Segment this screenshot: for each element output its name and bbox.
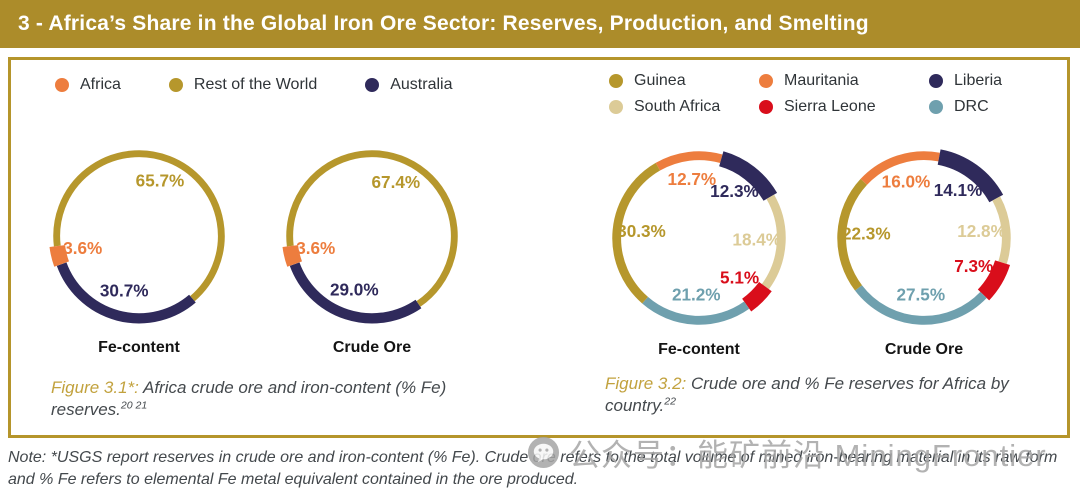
donut-chart-svg: 12.7%12.3% 18.4% 5.1%21.2% 30.3%	[612, 151, 786, 325]
donut-chart-svg: 65.7% 30.7% 3.6%	[49, 150, 225, 324]
panel-figure-3-2: Guinea Mauritania Liberia South Africa Sierr…	[589, 60, 1067, 435]
donut-segment-mauritania	[860, 151, 940, 185]
donut-value-label: 12.3%	[710, 181, 759, 201]
donut-value-label: 12.7%	[668, 169, 717, 189]
legend-item-guinea: Guinea	[609, 72, 759, 90]
donut-segment-drc	[854, 285, 987, 325]
donut-fe-content-global: 65.7% 30.7% 3.6% Fe-content	[41, 138, 237, 357]
donut-fe-content-africa: 12.7% 12.3% 18.4% 5.1% 21.2% 30.3% Fe-content	[601, 140, 797, 359]
donut-segment-guinea	[612, 162, 661, 304]
caption-figure-3-1-label: Figure 3.1*:	[51, 378, 139, 397]
legend-swatch	[609, 100, 623, 114]
donut-segment-australia	[56, 262, 196, 324]
donut-value-label: 7.3%	[954, 256, 993, 276]
legend-item-south-africa: South Africa	[609, 98, 759, 116]
section-title: 3 - Africa’s Share in the Global Iron Or…	[0, 0, 1080, 48]
chart-title: Fe-content	[98, 339, 180, 356]
caption-figure-3-1: Figure 3.1*: Africa crude ore and iron-c…	[51, 377, 511, 421]
panel-figure-3-1: Africa Rest of the World Australia 65.7% 30…	[11, 60, 589, 435]
donut-value-label: 3.6%	[296, 238, 335, 258]
legend-label: Rest of the World	[193, 76, 318, 93]
donut-segment-africa	[49, 244, 70, 267]
legend-swatch	[759, 74, 773, 88]
legend-label: Africa	[80, 76, 121, 93]
legend-label: DRC	[954, 98, 989, 115]
legend-item-mauritania: Mauritania	[759, 72, 929, 90]
donut-segment-mauritania	[655, 151, 723, 171]
donut-value-label: 16.0%	[882, 172, 931, 192]
legend-label: Liberia	[954, 72, 1003, 89]
chart-title: Crude Ore	[332, 339, 412, 356]
legend-global-reserves: Africa Rest of the World Australia	[55, 74, 589, 96]
legend-item-africa: Africa	[55, 76, 121, 94]
legend-swatch	[929, 100, 943, 114]
donut-value-label: 30.3%	[617, 221, 666, 241]
legend-label: South Africa	[634, 98, 721, 115]
legend-item-drc: DRC	[929, 98, 1067, 116]
donut-value-label: 29.0%	[330, 280, 379, 300]
donut-segment-drc	[642, 296, 750, 325]
donut-segment-sierra-leone	[741, 281, 772, 312]
legend-swatch	[168, 78, 183, 92]
legend-item-sierra-leone: Sierra Leone	[759, 98, 929, 116]
donut-value-label: 67.4%	[372, 172, 421, 192]
caption-figure-3-1-refs: 20 21	[120, 399, 148, 412]
legend-item-australia: Australia	[365, 76, 452, 94]
caption-figure-3-1-text: Africa crude ore and iron-content (% Fe)…	[51, 378, 447, 419]
donut-segment-guinea	[837, 178, 868, 291]
donut-segment-rest-of-the-world	[286, 150, 458, 307]
donut-segment-liberia	[718, 151, 778, 201]
donut-value-label: 30.7%	[100, 280, 149, 300]
legend-africa-by-country: Guinea Mauritania Liberia South Africa Sierr…	[609, 72, 1067, 116]
caption-figure-3-2-text: Crude ore and % Fe reserves for Africa b…	[605, 374, 1009, 415]
legend-swatch	[759, 100, 773, 114]
donut-value-label: 5.1%	[720, 268, 759, 288]
caption-figure-3-2-refs: 22	[664, 395, 676, 408]
legend-swatch	[929, 74, 943, 88]
donut-value-label: 14.1%	[934, 180, 983, 200]
donut-segment-australia	[289, 262, 422, 324]
donut-value-label: 21.2%	[672, 284, 721, 304]
donut-segment-liberia	[937, 149, 1004, 203]
caption-figure-3-2: Figure 3.2: Crude ore and % Fe reserves …	[605, 373, 1045, 417]
chart-title: Crude Ore	[884, 341, 964, 358]
donut-value-label: 18.4%	[732, 230, 781, 250]
donut-segment-rest-of-the-world	[53, 150, 225, 302]
legend-swatch	[609, 74, 623, 88]
donut-value-label: 22.3%	[842, 224, 891, 244]
donut-chart-svg: 16.0% 14.1% 12.8% 7.3% 27.5% 22.3%	[837, 149, 1011, 325]
chart-title: Fe-content	[658, 341, 740, 358]
donut-crude-ore-africa: 16.0% 14.1% 12.8% 7.3% 27.5% 22.3% Crude Ore	[826, 140, 1022, 359]
donut-chart-svg: 67.4% 29.0% 3.6%	[282, 150, 458, 324]
legend-label: Australia	[390, 76, 453, 93]
charts-africa-by-country: 12.7% 12.3% 18.4% 5.1% 21.2% 30.3% Fe-content …	[601, 140, 1067, 359]
charts-global-reserves: 65.7% 30.7% 3.6% Fe-content 67.4% 29.0% 3.6% C…	[41, 138, 589, 357]
legend-swatch	[55, 78, 69, 92]
donut-segment-south-africa	[992, 196, 1011, 264]
figure-box: Africa Rest of the World Australia 65.7% 30…	[8, 57, 1070, 438]
donut-crude-ore-global: 67.4% 29.0% 3.6% Crude Ore	[274, 138, 470, 357]
legend-item-rest-of-the-world: Rest of the World	[168, 76, 318, 94]
legend-item-liberia: Liberia	[929, 72, 1067, 90]
donut-segment-south-africa	[761, 194, 786, 290]
donut-segment-sierra-leone	[977, 260, 1011, 301]
donut-value-label: 3.6%	[63, 238, 102, 258]
donut-segment-africa	[282, 244, 303, 267]
caption-figure-3-2-label: Figure 3.2:	[605, 374, 687, 393]
donut-value-label: 65.7%	[136, 171, 185, 191]
legend-label: Guinea	[634, 72, 686, 89]
footnote: Note: *USGS report reserves in crude ore…	[8, 449, 1058, 488]
donut-value-label: 12.8%	[957, 221, 1006, 241]
legend-label: Mauritania	[784, 72, 859, 89]
legend-swatch	[365, 78, 380, 92]
legend-label: Sierra Leone	[784, 98, 876, 115]
donut-value-label: 27.5%	[896, 284, 945, 304]
